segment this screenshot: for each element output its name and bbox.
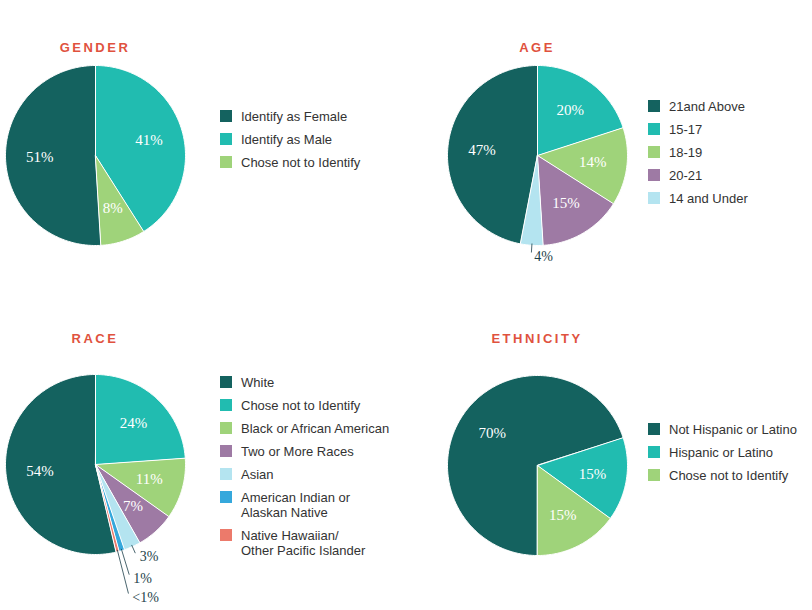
html-text:Identify as Male: Identify as Male — [241, 132, 332, 147]
html-text:20-21: 20-21 — [669, 168, 703, 183]
svg-text:70%: 70% — [479, 425, 507, 441]
html-text:Black or African American: Black or African American — [241, 421, 390, 436]
html-text:Chose not to Identify: Chose not to Identify — [241, 398, 361, 413]
html-text:Not Hispanic or Latino: Not Hispanic or Latino — [669, 422, 797, 437]
html-text:Chose not to Identify: Chose not to Identify — [669, 468, 789, 483]
svg-text:20%: 20% — [557, 102, 585, 118]
html-text:Hispanic or Latino: Hispanic or Latino — [669, 445, 774, 460]
html-text:18-19: 18-19 — [669, 145, 703, 160]
svg-text:3%: 3% — [140, 549, 159, 564]
svg-text:11%: 11% — [136, 471, 163, 487]
html-text:14 and Under: 14 and Under — [669, 191, 748, 206]
html-text:Two or More Races: Two or More Races — [241, 444, 354, 459]
svg-text:8%: 8% — [103, 200, 123, 216]
html-text:Identify as Female: Identify as Female — [241, 109, 348, 124]
html-text:15-17: 15-17 — [669, 122, 703, 137]
svg-text:7%: 7% — [123, 498, 143, 514]
html-text:AGE: AGE — [519, 40, 555, 55]
svg-text:51%: 51% — [26, 149, 54, 165]
html-text:American Indian or Alaskan Nat: American Indian or Alaskan Native — [241, 490, 351, 520]
html-text:ETHNICITY: ETHNICITY — [491, 331, 583, 346]
html-text:Native Hawaiian/ Other Pacific: Native Hawaiian/ Other Pacific Islander — [241, 528, 366, 558]
html-text:21and Above: 21and Above — [669, 99, 745, 114]
svg-text:15%: 15% — [579, 466, 607, 482]
html-text:RACE: RACE — [71, 331, 119, 346]
html-text:Chose not to Identify: Chose not to Identify — [241, 155, 361, 170]
html-text:GENDER: GENDER — [59, 40, 131, 55]
html-text:Asian: Asian — [241, 467, 274, 482]
svg-text:1%: 1% — [133, 571, 152, 586]
svg-text:54%: 54% — [26, 463, 54, 479]
svg-text:41%: 41% — [135, 132, 163, 148]
svg-text:15%: 15% — [552, 195, 580, 211]
html-text:White: White — [241, 375, 275, 390]
svg-text:<1%: <1% — [132, 590, 159, 605]
svg-text:24%: 24% — [120, 415, 148, 431]
svg-text:14%: 14% — [579, 154, 607, 170]
svg-text:15%: 15% — [549, 507, 577, 523]
svg-text:47%: 47% — [468, 142, 496, 158]
svg-text:4%: 4% — [534, 249, 553, 264]
